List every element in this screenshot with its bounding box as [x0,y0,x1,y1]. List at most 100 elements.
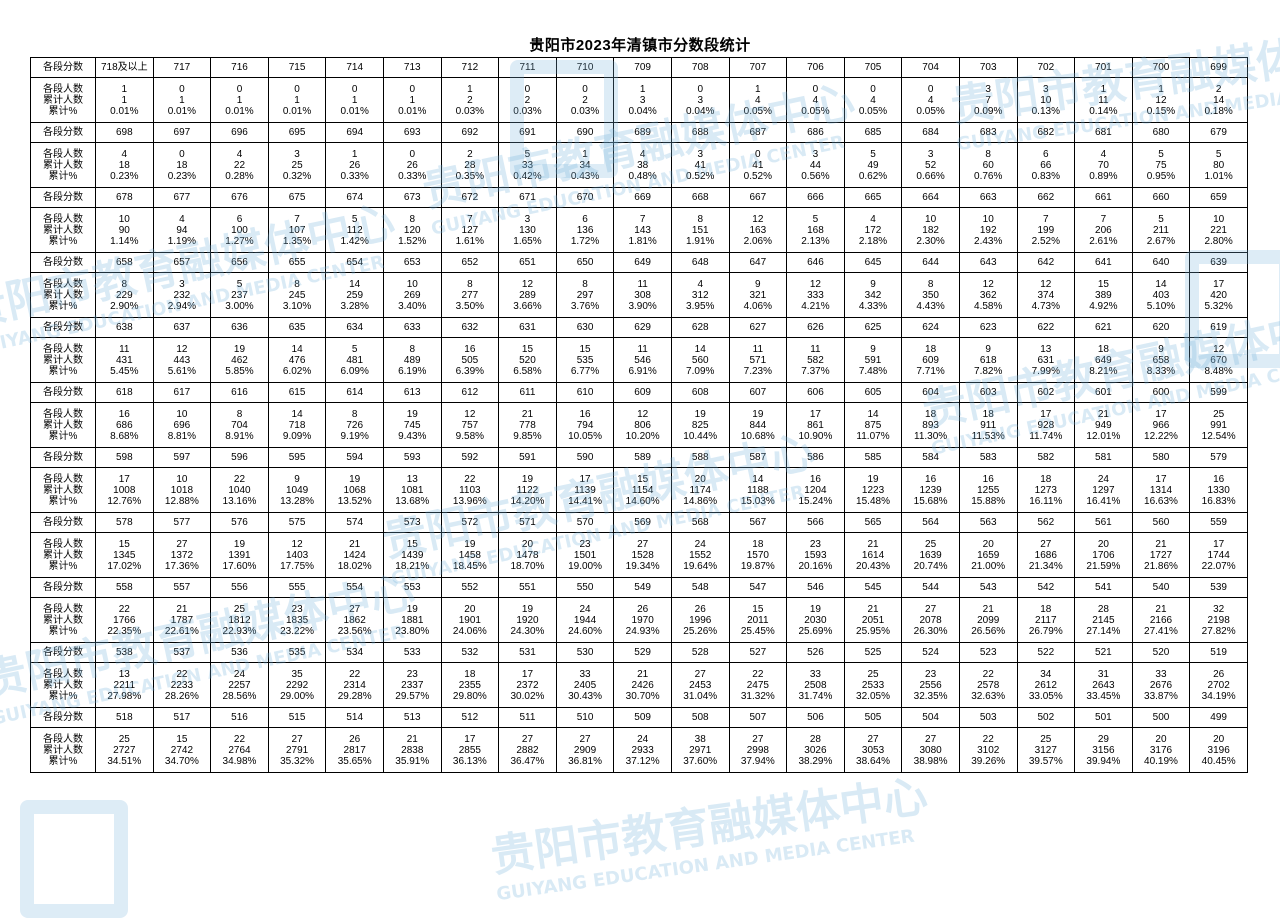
stats-cell: 22 2475 31.32% [728,662,788,708]
count-value: 27 [694,668,706,680]
percent-value: 7.23% [743,365,772,377]
stats-cell: 6 136 1.72% [555,207,615,253]
count-value: 18 [925,343,937,355]
percent-value: 12.01% [1086,430,1121,442]
percent-value: 15.03% [740,495,775,507]
stats-cell: 19 844 10.68% [728,402,788,448]
cumulative-value: 670 [1210,354,1227,366]
cumulative-value: 112 [346,224,363,236]
count-value: 12 [291,538,303,550]
percent-value: 0.83% [1031,170,1060,182]
score-cell: 564 [901,512,960,533]
score-cell: 639 [1189,252,1248,273]
cumulative-value: 151 [691,224,709,236]
percent-value: 30.02% [510,690,545,702]
count-value: 12 [752,213,764,225]
score-cell: 685 [843,122,903,143]
stats-cell: 21 1727 21.86% [1131,532,1191,578]
stats-cell: 16 1204 15.24% [786,467,845,513]
score-cell: 628 [670,317,730,338]
stats-row: 各段人数 累计人数 累计% 13 2211 27.98% 22 2233 28.26% 24 225… [30,662,1248,708]
stats-cell: 1 4 0.05% [728,77,788,123]
count-value: 33 [809,668,821,680]
count-value: 7 [1100,213,1107,225]
cumulative-value: 2 [524,94,531,106]
percent-value: 1.01% [1204,170,1233,182]
count-value: 17 [1213,538,1225,550]
stats-cell: 17 420 5.32% [1189,272,1248,318]
stats-row: 各段人数 累计人数 累计% 15 1345 17.02% 27 1372 17.36% 19 139… [30,532,1248,578]
stats-row: 各段人数 累计人数 累计% 11 431 5.45% 12 443 5.61% 19 462 5.85… [30,337,1248,383]
cumulative-value: 2099 [977,614,1000,626]
cumulative-value: 297 [576,289,594,301]
stats-cell: 12 374 4.73% [1016,272,1076,318]
count-value: 7 [1043,213,1049,225]
score-cell: 642 [1016,252,1076,273]
score-cell: 698 [95,122,154,143]
score-cell: 545 [843,577,903,598]
cumulative-label: 累计人数 [43,549,83,561]
percent-value: 0.05% [801,105,830,117]
score-cell: 692 [440,122,500,143]
score-cell: 612 [440,382,500,403]
cumulative-label: 累计人数 [43,419,83,431]
count-value: 5 [524,148,531,160]
stats-cell: 7 127 1.61% [440,207,500,253]
score-cell: 516 [210,707,269,728]
percent-value: 0.52% [686,170,715,182]
stats-cell: 24 2933 37.12% [613,727,672,773]
count-value: 5 [1215,148,1222,160]
score-cell: 641 [1074,252,1133,273]
cumulative-value: 10 [1040,94,1052,106]
percent-value: 26.79% [1028,625,1063,637]
cumulative-value: 4 [870,94,876,106]
cumulative-value: 60 [982,159,994,171]
stats-cell: 17 861 10.90% [786,402,845,448]
percent-value: 13.28% [280,495,315,507]
stats-cell: 20 3176 40.19% [1131,727,1191,773]
cumulative-value: 1139 [574,484,596,496]
score-cell: 506 [786,707,845,728]
count-value: 22 [233,733,246,745]
percent-value: 15.68% [913,495,948,507]
stats-cell: 17 2855 36.13% [440,727,500,773]
percent-value: 37.60% [683,755,718,767]
percent-value: 14.20% [510,495,545,507]
percent-value: 29.57% [395,690,430,702]
score-cell: 591 [498,447,557,468]
count-value: 14 [349,278,361,290]
stats-cell: 3 41 0.52% [670,142,730,188]
count-value: 15 [521,343,534,355]
score-cell: 596 [210,447,269,468]
count-value: 1 [639,83,646,95]
count-value: 24 [233,668,246,680]
percent-value: 0.48% [628,170,657,182]
score-cell: 527 [728,642,788,663]
percent-value: 20.43% [856,560,890,572]
cumulative-value: 2355 [458,679,481,691]
percent-value: 14.86% [683,495,718,507]
count-value: 6 [1043,148,1049,160]
score-cell: 570 [555,512,615,533]
score-cell: 604 [901,382,960,403]
percent-value: 27.98% [107,690,142,702]
percent-value: 11.07% [856,430,890,442]
cumulative-value: 52 [925,159,937,171]
count-value: 10 [925,213,937,225]
score-cell: 705 [843,57,903,78]
stats-cell: 26 2702 34.19% [1189,662,1248,708]
cumulative-value: 726 [346,419,364,431]
percent-value: 1.72% [570,235,600,247]
score-label: 各段分数 [30,252,96,273]
count-value: 19 [809,603,821,615]
cumulative-value: 609 [922,354,939,366]
percent-label: 累计% [48,560,78,572]
stats-cell: 24 2257 28.56% [210,662,269,708]
stats-cell: 14 875 11.07% [843,402,903,448]
count-value: 11 [752,343,764,355]
percent-value: 0.01% [282,105,312,117]
count-value: 8 [409,343,416,355]
cumulative-value: 1766 [113,614,136,626]
count-value: 22 [982,668,994,680]
percent-value: 28.56% [222,690,257,702]
